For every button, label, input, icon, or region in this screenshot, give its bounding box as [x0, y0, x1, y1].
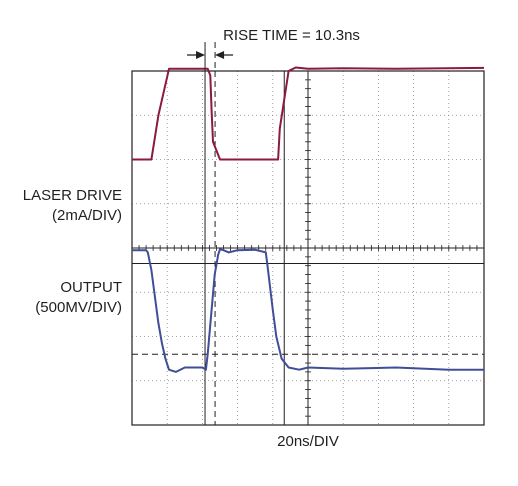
- output-label: OUTPUT: [60, 279, 122, 296]
- rise-time-arrow-right-head: [215, 51, 225, 59]
- timebase-label: 20ns/DIV: [277, 433, 339, 450]
- plot-frame: [131, 70, 485, 426]
- laser-drive-scale-label: (2mA/DIV): [51, 207, 122, 224]
- grid: [131, 70, 485, 426]
- output-scale-label: (500MV/DIV): [35, 299, 122, 316]
- cursor-markers: [132, 71, 484, 425]
- laser-drive-trace: [132, 66, 485, 161]
- output-trace: [132, 248, 484, 373]
- laser-drive-label: LASER DRIVE: [22, 187, 122, 204]
- rise-time-arrows: [187, 42, 234, 71]
- traces: [132, 66, 485, 373]
- rise-time-arrow-left-head: [196, 51, 206, 59]
- rise-time-annotation: RISE TIME = 10.3ns: [223, 27, 360, 44]
